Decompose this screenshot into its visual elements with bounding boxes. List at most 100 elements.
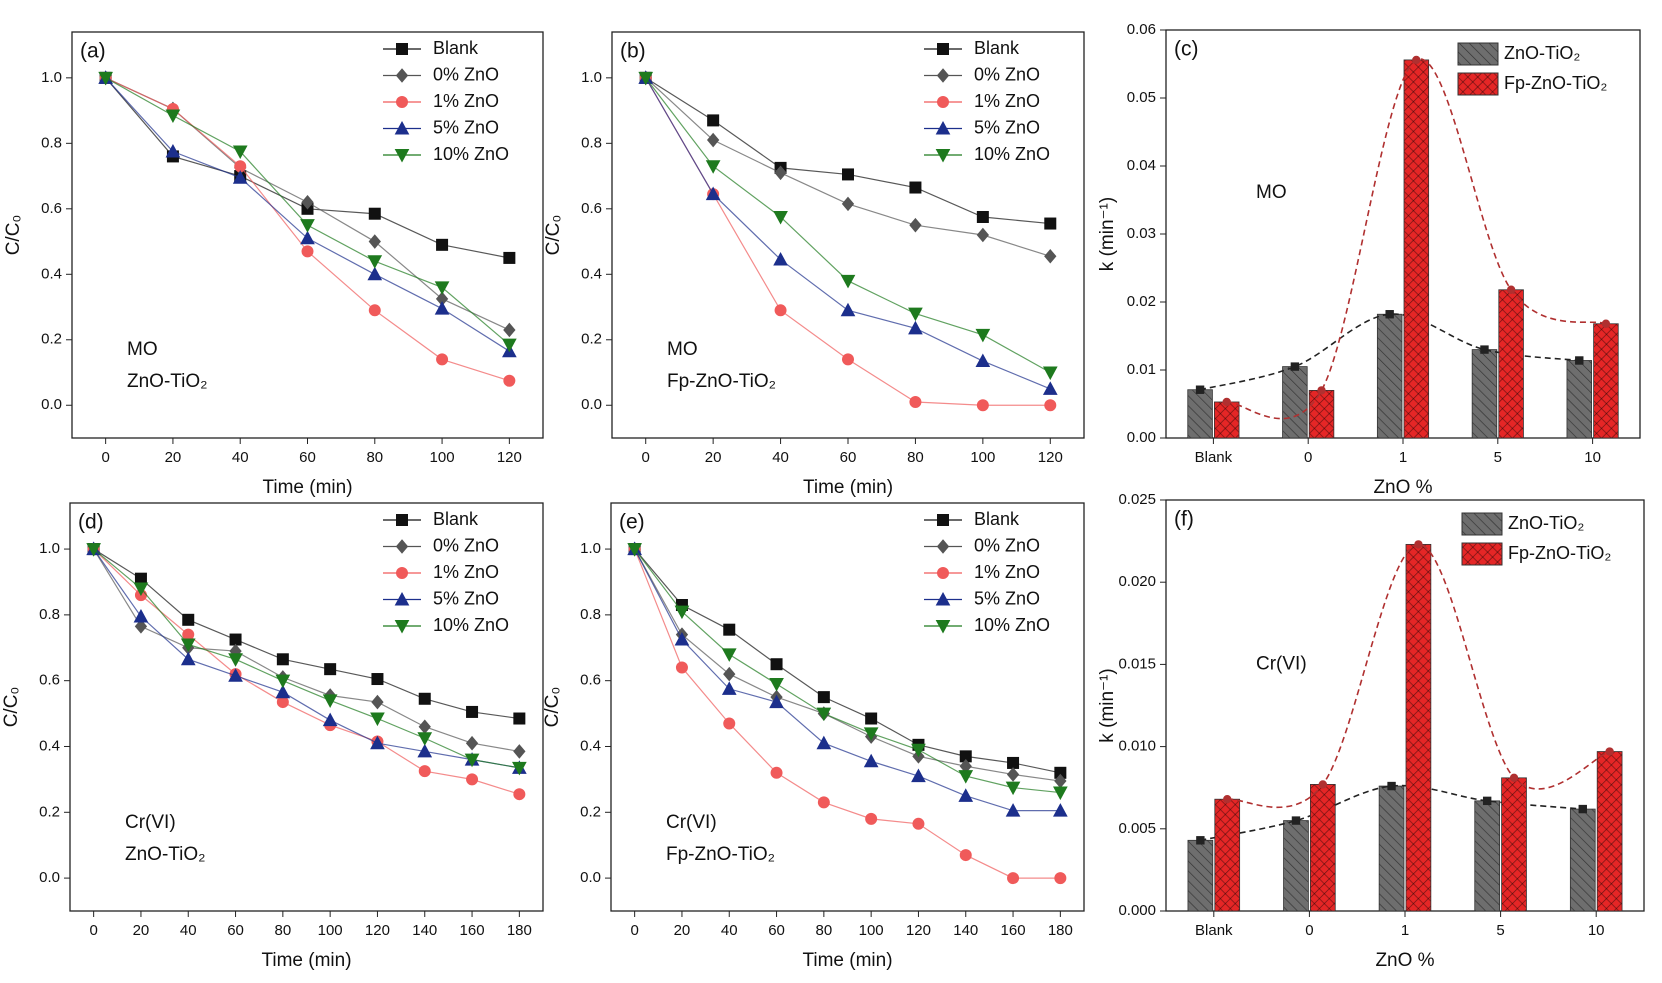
- legend-swatch: [1457, 72, 1499, 96]
- marker: [503, 322, 516, 338]
- bar: [1308, 389, 1335, 439]
- marker: [1223, 795, 1232, 804]
- marker: [958, 788, 974, 802]
- marker: [1222, 397, 1231, 407]
- marker: [1318, 780, 1328, 789]
- annotation: Cr(VI): [666, 812, 717, 833]
- x-tick-label: 0: [630, 922, 638, 939]
- marker: [865, 712, 878, 725]
- marker: [371, 694, 384, 710]
- x-tick-label: 60: [840, 449, 857, 466]
- marker: [1317, 386, 1326, 395]
- x-tick-label: 0: [101, 449, 109, 466]
- marker: [396, 514, 408, 526]
- marker: [301, 194, 314, 210]
- marker: [935, 149, 951, 163]
- marker: [301, 245, 314, 258]
- x-tick-label: 160: [460, 922, 485, 939]
- x-tick-label: 5: [1496, 922, 1504, 939]
- marker: [418, 692, 431, 705]
- y-tick-label: 1.0: [39, 540, 60, 557]
- y-tick-label: 0.0: [39, 869, 60, 886]
- marker: [503, 374, 516, 387]
- series-line: [93, 548, 520, 769]
- y-tick-label: 0.8: [39, 606, 60, 623]
- marker: [417, 743, 433, 758]
- y-axis-label: C/C₀: [542, 687, 563, 728]
- marker: [909, 217, 922, 233]
- marker: [770, 658, 783, 671]
- y-tick-label: 0.00: [1127, 429, 1156, 446]
- panel-label: (c): [1174, 38, 1199, 61]
- marker: [1290, 362, 1300, 371]
- marker: [840, 302, 856, 317]
- marker: [721, 681, 737, 695]
- bar: [1498, 289, 1524, 439]
- x-tick-label: 5: [1494, 449, 1502, 466]
- x-tick-label: 10: [1588, 922, 1605, 939]
- marker: [436, 353, 449, 366]
- annotation: MO: [667, 339, 698, 360]
- x-tick-label: 80: [816, 922, 833, 939]
- marker: [705, 160, 721, 174]
- annotation: Fp-ZnO-TiO₂: [667, 371, 776, 392]
- marker: [512, 761, 527, 776]
- marker: [368, 207, 381, 220]
- marker: [908, 307, 923, 322]
- bar: [1187, 389, 1213, 439]
- marker: [863, 753, 879, 768]
- x-tick-label: 1: [1399, 449, 1407, 466]
- marker: [395, 539, 409, 554]
- x-axis-label: ZnO %: [1373, 477, 1432, 498]
- marker: [841, 196, 855, 212]
- marker: [396, 567, 408, 579]
- marker: [911, 743, 926, 758]
- legend-swatch: [1457, 42, 1499, 66]
- y-tick-label: 0.04: [1127, 157, 1156, 174]
- marker: [774, 304, 787, 317]
- marker: [394, 120, 410, 135]
- legend-label: ZnO-TiO₂: [1508, 513, 1584, 533]
- marker: [86, 543, 101, 557]
- marker: [464, 753, 480, 768]
- marker: [1195, 385, 1205, 394]
- series-line: [93, 548, 520, 720]
- marker: [627, 543, 642, 557]
- marker: [276, 653, 289, 666]
- marker: [394, 620, 410, 634]
- x-tick-label: 0: [89, 922, 97, 939]
- x-tick-label: 60: [299, 449, 316, 466]
- marker: [396, 96, 408, 108]
- marker: [275, 684, 291, 699]
- marker: [958, 770, 974, 784]
- marker: [513, 712, 526, 725]
- marker: [1007, 756, 1020, 769]
- marker: [1044, 217, 1057, 230]
- bar: [1403, 59, 1430, 439]
- y-tick-label: 0.2: [41, 331, 62, 348]
- marker: [394, 591, 410, 606]
- marker: [396, 43, 408, 55]
- y-tick-label: 0.2: [39, 803, 60, 820]
- marker: [937, 514, 949, 526]
- marker: [394, 149, 410, 163]
- x-tick-label: 120: [365, 922, 390, 939]
- marker: [1054, 872, 1067, 885]
- marker: [371, 673, 384, 686]
- legend-label: Blank: [974, 509, 1020, 529]
- x-tick-label: 160: [1001, 922, 1026, 939]
- marker: [674, 631, 690, 646]
- marker: [300, 230, 315, 245]
- marker: [367, 266, 383, 281]
- marker: [937, 96, 949, 108]
- marker: [232, 170, 248, 184]
- y-tick-label: 0.4: [580, 737, 601, 754]
- marker: [1042, 381, 1058, 395]
- marker: [975, 328, 991, 343]
- y-tick-label: 0.6: [581, 200, 602, 217]
- marker: [816, 707, 832, 722]
- series-line: [634, 548, 1061, 794]
- series-line: [634, 548, 1061, 879]
- marker: [234, 160, 247, 173]
- marker: [466, 705, 479, 718]
